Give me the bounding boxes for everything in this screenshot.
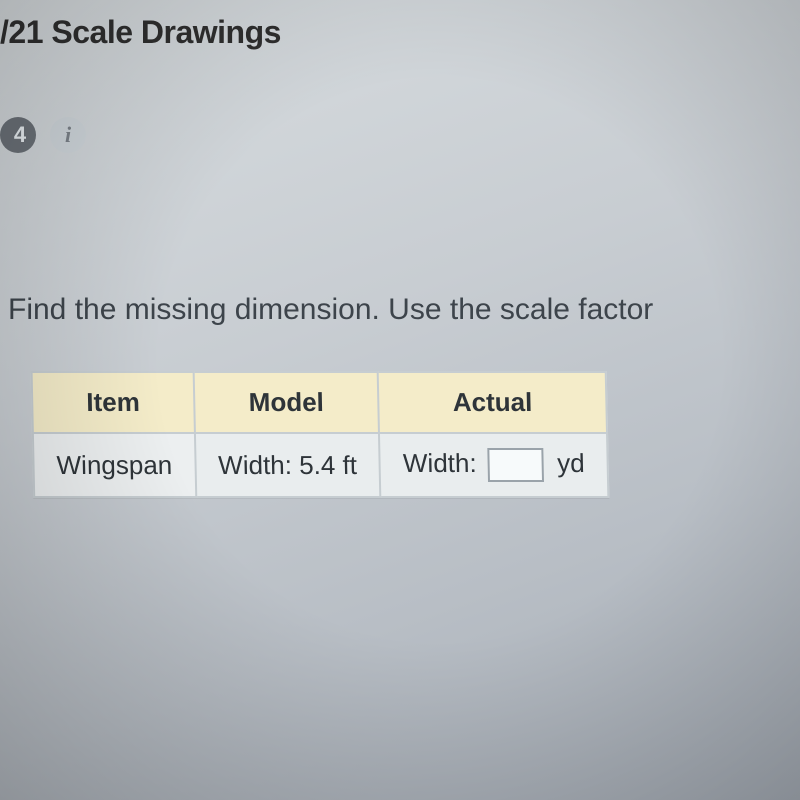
answer-input[interactable] — [488, 448, 545, 482]
table-header-row: Item Model Actual — [32, 372, 607, 433]
badge-row: 4 i — [0, 117, 800, 153]
question-prompt: Find the missing dimension. Use the scal… — [0, 293, 800, 327]
actual-unit: yd — [557, 448, 585, 478]
info-icon[interactable]: i — [50, 117, 86, 153]
col-header-item: Item — [32, 372, 195, 433]
cell-model: Width: 5.4 ft — [195, 433, 381, 497]
cell-item: Wingspan — [33, 433, 196, 497]
col-header-model: Model — [193, 372, 379, 433]
question-number-badge: 4 — [0, 117, 36, 153]
cell-actual: Width: yd — [379, 433, 608, 497]
col-header-actual: Actual — [378, 372, 607, 433]
page-title: /21 Scale Drawings — [0, 0, 800, 81]
actual-prefix: Width: — [403, 448, 477, 478]
dimension-table: Item Model Actual Wingspan Width: 5.4 ft… — [31, 371, 800, 498]
table-row: Wingspan Width: 5.4 ft Width: yd — [33, 433, 608, 497]
